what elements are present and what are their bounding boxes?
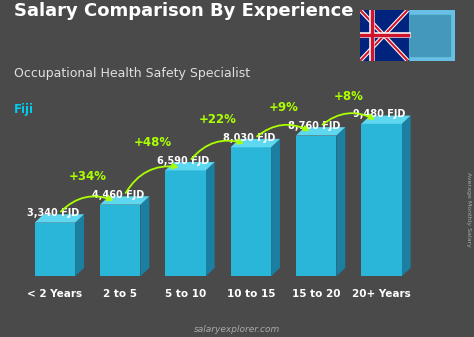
Text: 8,030 FJD: 8,030 FJD <box>223 133 275 143</box>
Text: Average Monthly Salary: Average Monthly Salary <box>465 172 471 246</box>
Polygon shape <box>165 171 206 276</box>
Text: +48%: +48% <box>134 136 172 149</box>
Polygon shape <box>75 214 84 276</box>
Text: 4,460 FJD: 4,460 FJD <box>92 190 144 200</box>
Text: Salary Comparison By Experience: Salary Comparison By Experience <box>14 2 354 20</box>
Polygon shape <box>100 205 140 276</box>
Polygon shape <box>401 116 410 276</box>
Polygon shape <box>230 139 280 147</box>
Polygon shape <box>361 124 401 276</box>
Text: Occupational Health Safety Specialist: Occupational Health Safety Specialist <box>14 67 250 81</box>
Text: +22%: +22% <box>199 113 237 126</box>
Text: 8,760 FJD: 8,760 FJD <box>288 121 340 131</box>
Text: +9%: +9% <box>269 101 299 114</box>
Polygon shape <box>35 223 75 276</box>
Text: +8%: +8% <box>334 90 364 103</box>
Text: 3,340 FJD: 3,340 FJD <box>27 208 79 218</box>
Text: 6,590 FJD: 6,590 FJD <box>157 156 210 166</box>
Text: 2 to 5: 2 to 5 <box>103 288 137 299</box>
Text: +34%: +34% <box>69 170 107 183</box>
Polygon shape <box>296 127 345 135</box>
Text: 20+ Years: 20+ Years <box>352 288 411 299</box>
Polygon shape <box>100 196 149 205</box>
Text: 5 to 10: 5 to 10 <box>165 288 206 299</box>
Text: Fiji: Fiji <box>14 103 34 116</box>
Text: 9,480 FJD: 9,480 FJD <box>353 110 406 119</box>
Polygon shape <box>337 127 345 276</box>
Polygon shape <box>230 147 271 276</box>
Text: salaryexplorer.com: salaryexplorer.com <box>194 325 280 334</box>
Bar <box>360 10 408 61</box>
Polygon shape <box>206 162 215 276</box>
Polygon shape <box>271 139 280 276</box>
Polygon shape <box>35 214 84 223</box>
Text: 15 to 20: 15 to 20 <box>292 288 340 299</box>
Text: < 2 Years: < 2 Years <box>27 288 82 299</box>
Polygon shape <box>361 116 410 124</box>
Polygon shape <box>165 162 215 171</box>
Text: 10 to 15: 10 to 15 <box>227 288 275 299</box>
Polygon shape <box>296 135 337 276</box>
Polygon shape <box>140 196 149 276</box>
Bar <box>410 15 450 56</box>
